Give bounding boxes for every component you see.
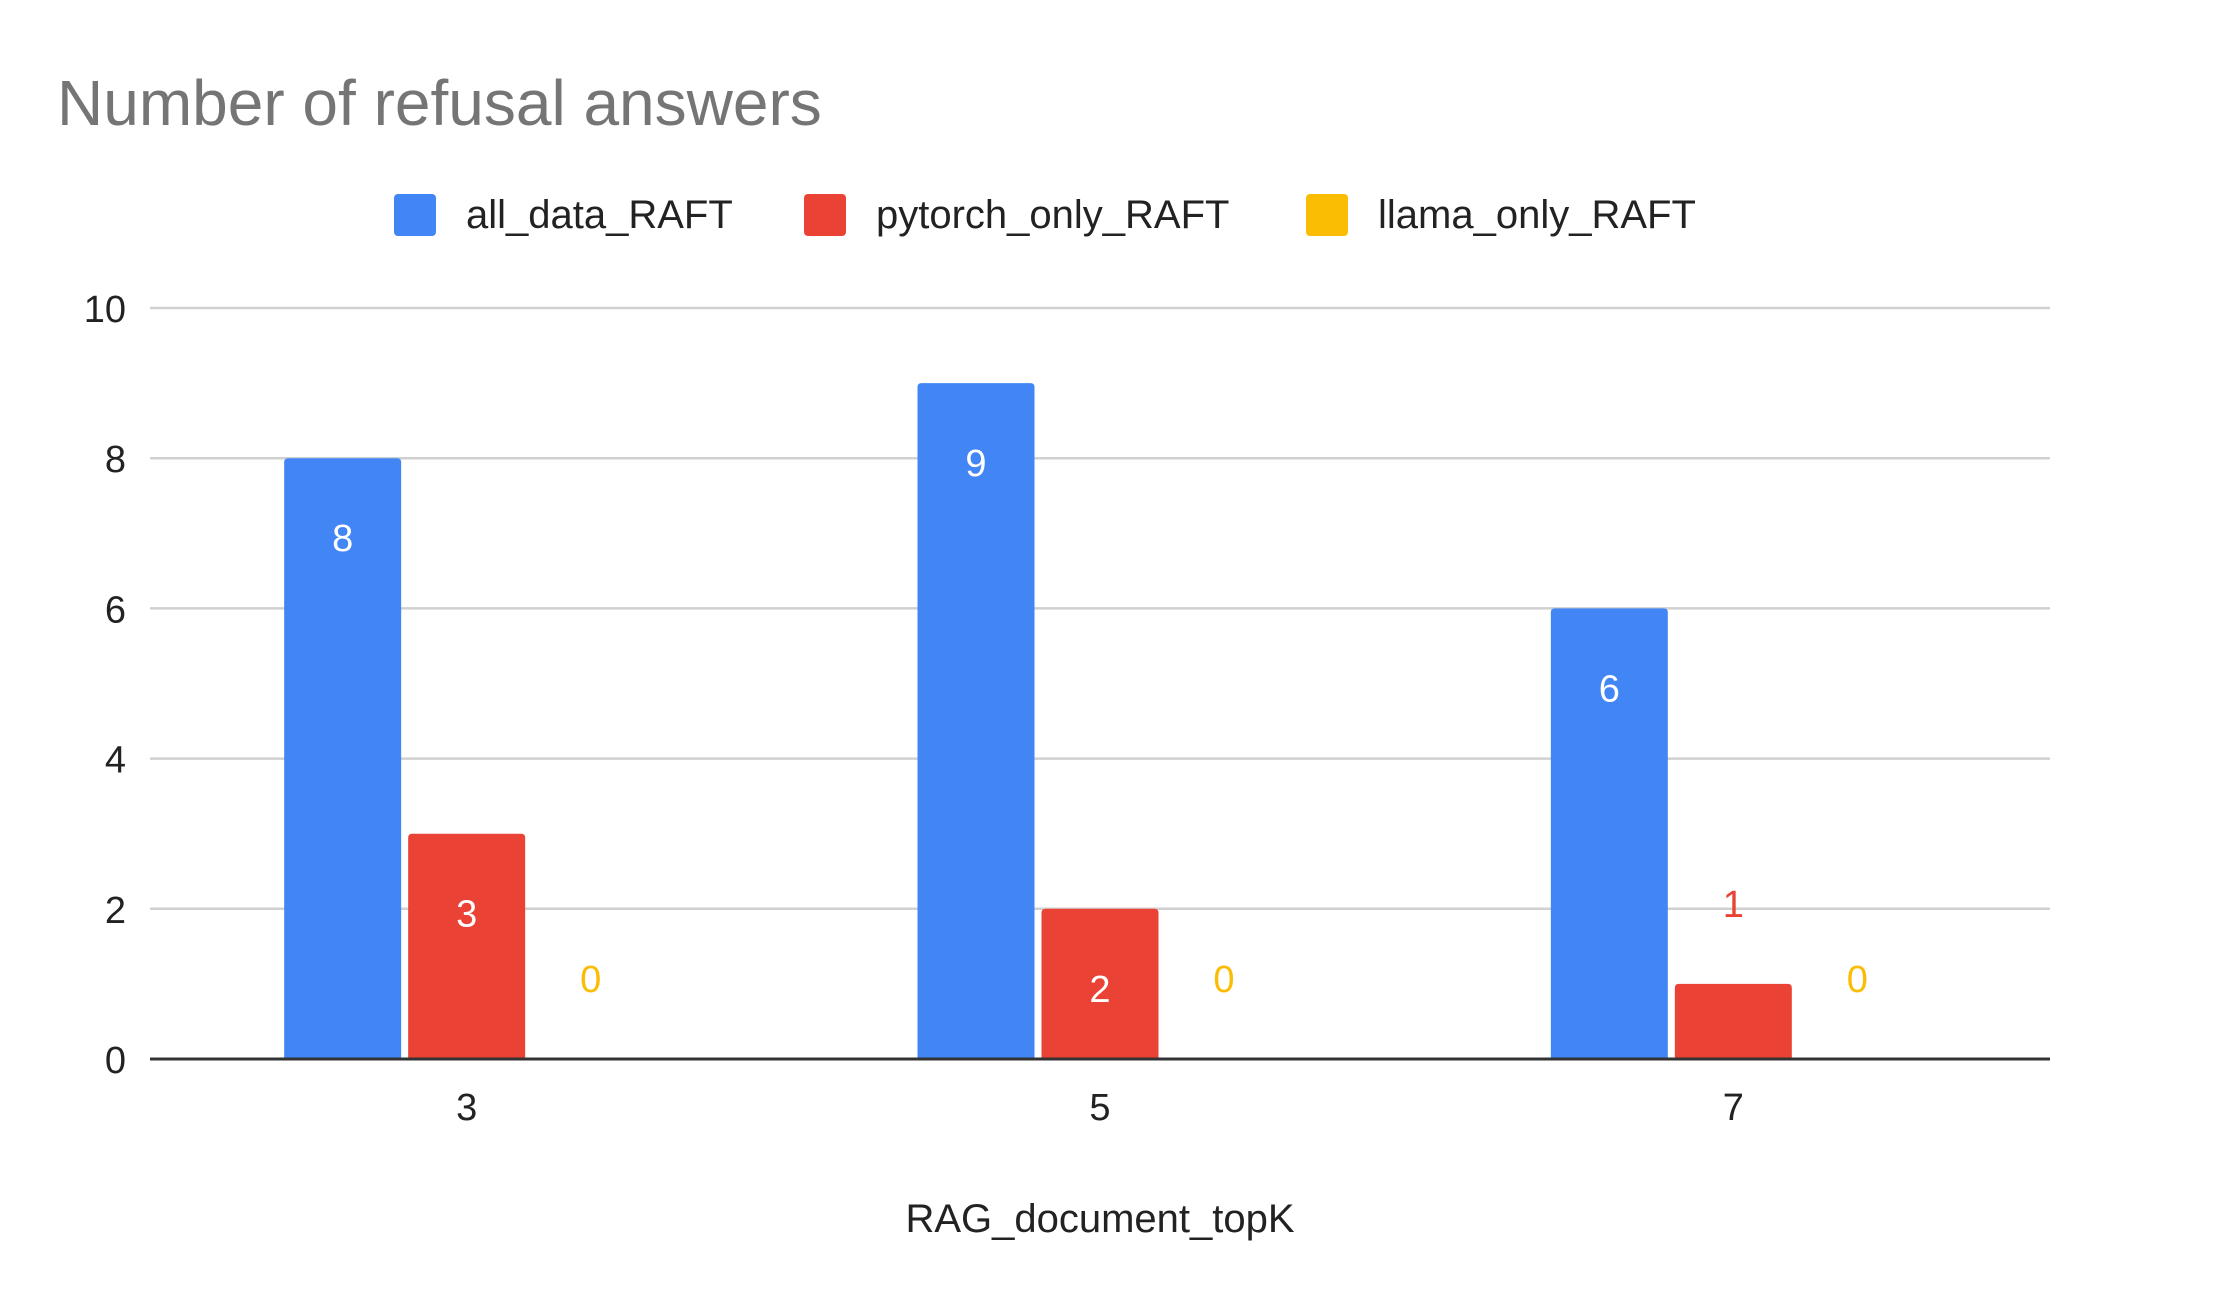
data-label: 3 xyxy=(456,894,477,936)
y-tick-label: 8 xyxy=(105,439,126,481)
legend-label: llama_only_RAFT xyxy=(1378,193,1696,237)
bar-pytorch_only_RAFT xyxy=(408,833,526,1059)
data-labels: 8 3 0 9 2 0 6 1 0 xyxy=(332,443,1868,1011)
x-tick-label: 3 xyxy=(456,1087,477,1129)
bar-pytorch_only_RAFT xyxy=(1041,908,1159,1059)
bar-all_data_RAFT xyxy=(917,383,1035,1060)
y-tick-label: 0 xyxy=(105,1040,126,1082)
bar-all_data_RAFT xyxy=(1550,608,1668,1059)
data-label: 6 xyxy=(1599,668,1620,710)
x-axis-ticks: 3 5 7 xyxy=(456,1087,1744,1129)
data-label: 8 xyxy=(332,518,353,560)
legend-label: pytorch_only_RAFT xyxy=(876,193,1229,237)
legend-swatch xyxy=(1306,194,1348,236)
x-tick-label: 5 xyxy=(1089,1087,1110,1129)
data-label: 1 xyxy=(1723,884,1744,926)
y-axis-ticks: 0 2 4 6 8 10 xyxy=(84,289,126,1082)
x-axis-label: RAG_document_topK xyxy=(905,1197,1294,1241)
chart-title: Number of refusal answers xyxy=(57,67,822,139)
bars xyxy=(284,383,1792,1060)
legend-label: all_data_RAFT xyxy=(466,193,733,237)
data-label: 0 xyxy=(1213,959,1234,1001)
y-tick-label: 10 xyxy=(84,289,126,331)
y-tick-label: 6 xyxy=(105,589,126,631)
y-tick-label: 4 xyxy=(105,740,126,782)
gridlines xyxy=(150,306,2050,911)
legend: all_data_RAFT pytorch_only_RAFT llama_only… xyxy=(394,193,1696,237)
y-tick-label: 2 xyxy=(105,890,126,932)
data-label: 0 xyxy=(580,959,601,1001)
bar-pytorch_only_RAFT xyxy=(1674,983,1792,1059)
x-tick-label: 7 xyxy=(1723,1087,1744,1129)
legend-swatch xyxy=(394,194,436,236)
legend-swatch xyxy=(804,194,846,236)
data-label: 0 xyxy=(1847,959,1868,1001)
data-label: 2 xyxy=(1089,969,1110,1011)
bar-all_data_RAFT xyxy=(284,458,402,1059)
data-label: 9 xyxy=(965,443,986,485)
